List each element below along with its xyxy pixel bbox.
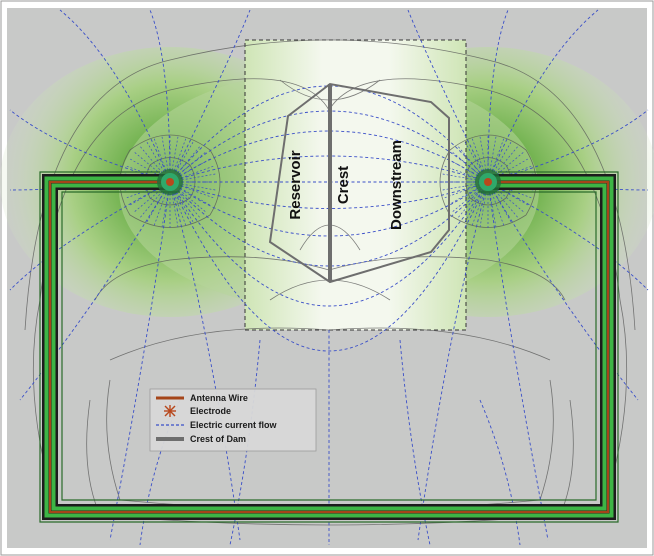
antenna-wire-left [48,180,329,514]
legend-symbol-electrode [164,405,176,417]
dam-cross-section [268,82,450,284]
electrode-right [475,169,501,195]
antenna-wire-right [329,180,610,514]
electrode-left [157,169,183,195]
antenna-loop-left [39,171,329,523]
legend-label-crest: Crest of Dam [190,434,246,444]
antenna-loop-right [329,171,619,523]
crest-label: Crest [335,166,352,204]
reservoir-label: Reservoir [287,150,304,219]
legend-label-antenna-wire: Antenna Wire [190,393,248,403]
legend-label-electrode: Electrode [190,406,231,416]
legend-label-current-flow: Electric current flow [190,420,278,430]
legend: Antenna Wire Electrode Electric current … [149,388,317,452]
downstream-label: Downstream [388,140,405,230]
